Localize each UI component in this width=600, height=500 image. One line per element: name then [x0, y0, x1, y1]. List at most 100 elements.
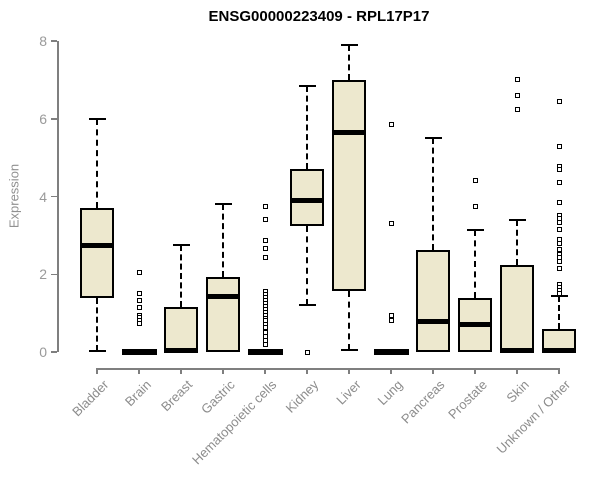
outlier-point-unknown-other — [556, 220, 562, 226]
lower-whisker-cap-kidney — [298, 304, 316, 307]
x-axis-tick-pancreas — [432, 368, 434, 374]
x-axis-tick-lung — [390, 368, 392, 374]
x-axis-line — [96, 368, 560, 370]
x-axis-tick-breast — [180, 368, 182, 374]
outlier-point-unknown-other — [556, 258, 562, 264]
lower-whisker-kidney — [306, 225, 308, 306]
x-tick-label-text-pancreas: Pancreas — [398, 377, 448, 427]
x-tick-label-text-brain: Brain — [121, 377, 154, 410]
x-axis-tick-liver — [348, 368, 350, 374]
box-iqr-skin — [500, 264, 534, 352]
lower-whisker-liver — [348, 290, 350, 351]
outlier-point-brain — [136, 269, 142, 275]
box-iqr-kidney — [290, 169, 324, 226]
y-tick-label: 8 — [39, 33, 47, 49]
outlier-point-unknown-other — [556, 241, 562, 247]
y-axis-tick — [51, 273, 57, 275]
x-tick-label-text-gastric: Gastric — [197, 377, 238, 417]
upper-whisker-cap-breast — [172, 244, 190, 247]
y-axis-tick — [51, 118, 57, 120]
outlier-point-hematopoietic-cells — [262, 341, 268, 347]
x-axis-tick-bladder — [96, 368, 98, 374]
x-axis-tick-prostate — [474, 368, 476, 374]
outlier-point-unknown-other — [556, 236, 562, 242]
y-tick-label: 4 — [39, 188, 47, 205]
y-axis-tick — [51, 351, 57, 353]
outlier-point-unknown-other — [556, 98, 562, 104]
outlier-point-brain — [136, 297, 142, 303]
outlier-point-skin — [514, 77, 520, 83]
outlier-point-unknown-other — [556, 227, 562, 233]
x-tick-label-text-bladder: Bladder — [69, 377, 112, 420]
upper-whisker-bladder — [96, 118, 98, 209]
x-axis-tick-hematopoietic-cells — [264, 368, 266, 374]
x-tick-label-text-liver: Liver — [333, 377, 364, 408]
upper-whisker-cap-kidney — [298, 84, 316, 87]
collapsed-box-hematopoietic-cells — [247, 349, 283, 355]
box-iqr-breast — [164, 307, 198, 352]
upper-whisker-liver — [348, 44, 350, 80]
upper-whisker-kidney — [306, 85, 308, 170]
outlier-point-unknown-other — [556, 180, 562, 186]
outlier-point-unknown-other — [556, 166, 562, 172]
outlier-point-unknown-other — [556, 265, 562, 271]
chart-title: ENSG00000223409 - RPL17P17 — [208, 8, 430, 25]
x-axis-tick-brain — [138, 368, 140, 374]
median-line-skin — [500, 348, 534, 354]
y-tick-label: 0 — [39, 344, 47, 360]
outlier-point-hematopoietic-cells — [262, 216, 268, 222]
upper-whisker-cap-gastric — [214, 203, 232, 206]
x-axis-tick-unknown-other — [558, 368, 560, 374]
upper-whisker-unknown-other — [558, 295, 560, 329]
x-tick-label-text-unknown-other: Unknown / Other — [494, 377, 574, 457]
x-tick-label-text-breast: Breast — [158, 377, 196, 415]
outlier-point-skin — [514, 92, 520, 98]
median-line-prostate — [458, 322, 492, 328]
collapsed-box-lung — [373, 349, 409, 355]
upper-whisker-prostate — [474, 229, 476, 299]
upper-whisker-pancreas — [432, 138, 434, 250]
outlier-point-prostate — [472, 178, 478, 184]
x-tick-label-text-kidney: Kidney — [282, 377, 322, 416]
outlier-point-hematopoietic-cells — [262, 246, 268, 252]
outlier-point-lung — [388, 318, 394, 324]
outlier-point-lung — [388, 122, 394, 128]
upper-whisker-cap-skin — [508, 218, 526, 221]
upper-whisker-cap-pancreas — [424, 137, 442, 140]
outlier-point-hematopoietic-cells — [262, 325, 268, 331]
outlier-point-hematopoietic-cells — [262, 237, 268, 243]
median-line-gastric — [206, 294, 240, 300]
upper-whisker-skin — [516, 219, 518, 265]
box-iqr-bladder — [80, 208, 114, 298]
box-iqr-pancreas — [416, 249, 450, 352]
y-axis-tick — [51, 40, 57, 42]
outlier-point-kidney — [304, 349, 310, 355]
upper-whisker-cap-bladder — [88, 117, 106, 120]
box-iqr-liver — [332, 79, 366, 291]
box-iqr-gastric — [206, 276, 240, 352]
median-line-bladder — [80, 242, 114, 248]
outlier-point-unknown-other — [556, 144, 562, 150]
lower-whisker-cap-liver — [340, 349, 358, 352]
collapsed-box-brain — [121, 349, 157, 355]
x-axis-tick-kidney — [306, 368, 308, 374]
y-tick-label: 6 — [39, 110, 47, 127]
outlier-point-brain — [136, 320, 142, 326]
upper-whisker-cap-prostate — [466, 228, 484, 231]
median-line-unknown-other — [542, 348, 576, 354]
x-tick-label-text-skin: Skin — [503, 377, 532, 406]
median-line-liver — [332, 130, 366, 136]
x-tick-label-text-prostate: Prostate — [444, 377, 490, 422]
y-tick-label: 2 — [39, 266, 47, 283]
outlier-point-brain — [136, 304, 142, 310]
y-axis-tick — [51, 195, 57, 198]
x-axis-tick-skin — [516, 368, 518, 374]
outlier-point-hematopoietic-cells — [262, 203, 268, 209]
median-line-pancreas — [416, 319, 450, 325]
upper-whisker-breast — [180, 245, 182, 308]
outlier-point-lung — [388, 221, 394, 227]
upper-whisker-gastric — [222, 204, 224, 277]
outlier-point-prostate — [472, 203, 478, 209]
median-line-kidney — [290, 197, 324, 203]
